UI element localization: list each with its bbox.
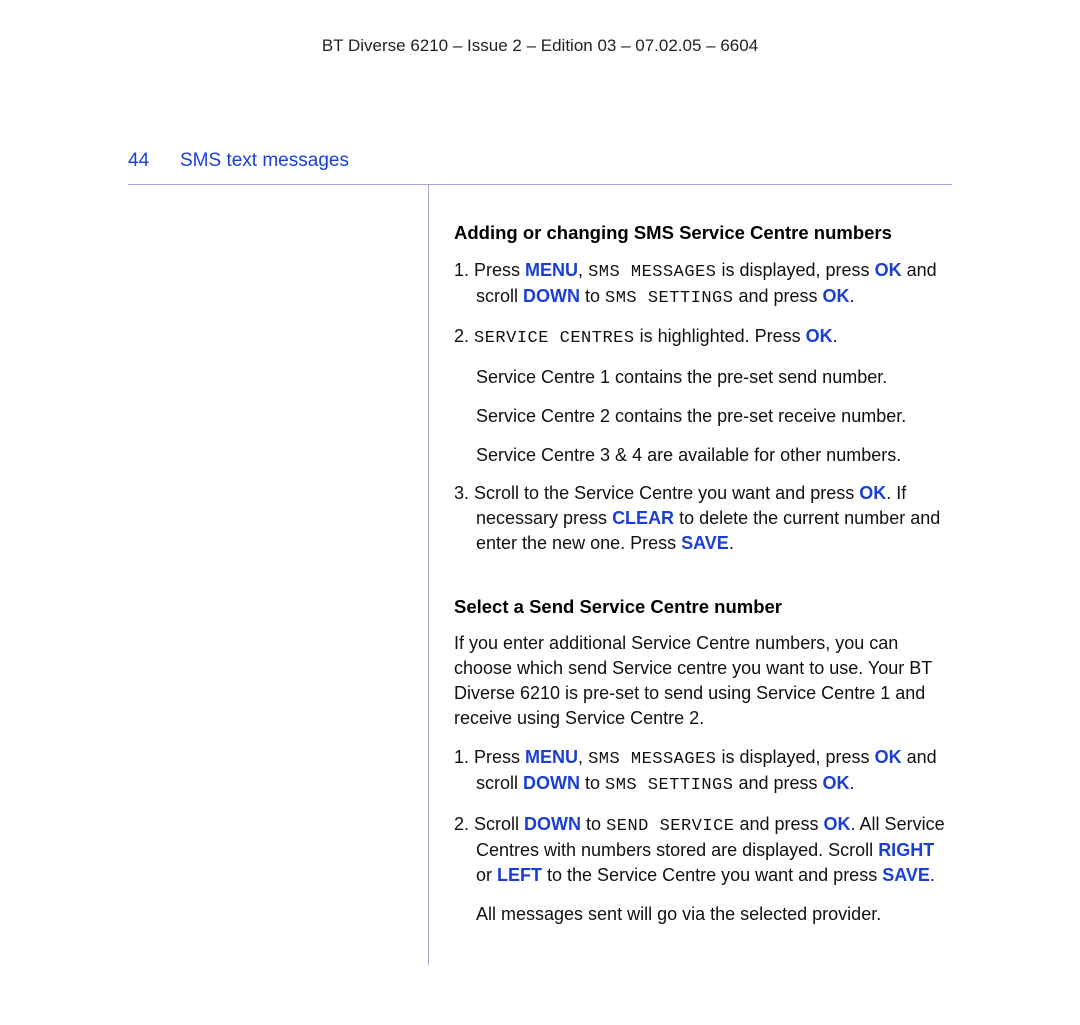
text: .	[850, 773, 855, 793]
down-key: DOWN	[524, 814, 581, 834]
text: .	[833, 326, 838, 346]
text: Scroll	[474, 814, 524, 834]
s1-step3: 3. Scroll to the Service Centre you want…	[454, 481, 952, 555]
ok-key: OK	[806, 326, 833, 346]
step-num: 2.	[454, 326, 469, 346]
menu-key: MENU	[525, 260, 578, 280]
clear-key: CLEAR	[612, 508, 674, 528]
text: Scroll to the Service Centre you want an…	[474, 483, 859, 503]
divider-vertical	[428, 184, 429, 965]
text: to	[580, 773, 605, 793]
ok-key: OK	[875, 260, 902, 280]
s1-step1: 1. Press MENU, SMS MESSAGES is displayed…	[454, 258, 952, 311]
text: is displayed, press	[716, 260, 874, 280]
heading-adding-changing: Adding or changing SMS Service Centre nu…	[454, 220, 952, 246]
ok-key: OK	[823, 286, 850, 306]
s2-outro: All messages sent will go via the select…	[454, 902, 952, 927]
page-number: 44	[128, 150, 149, 172]
text: and press	[734, 814, 823, 834]
s2-intro: If you enter additional Service Centre n…	[454, 631, 952, 730]
down-key: DOWN	[523, 286, 580, 306]
right-key: RIGHT	[878, 840, 934, 860]
step-num: 2.	[454, 814, 469, 834]
step-num: 1.	[454, 747, 469, 767]
s1-line2: Service Centre 2 contains the pre-set re…	[454, 404, 952, 429]
s1-line1: Service Centre 1 contains the pre-set se…	[454, 365, 952, 390]
service-centres-label: SERVICE CENTRES	[474, 329, 635, 348]
text: Press	[474, 260, 525, 280]
text: to the Service Centre you want and press	[542, 865, 882, 885]
text: and press	[733, 773, 822, 793]
menu-key: MENU	[525, 747, 578, 767]
sms-messages-label: SMS MESSAGES	[588, 750, 716, 769]
text: ,	[578, 260, 588, 280]
sms-settings-label: SMS SETTINGS	[605, 776, 733, 795]
divider-horizontal	[128, 184, 952, 185]
sms-messages-label: SMS MESSAGES	[588, 263, 716, 282]
send-service-label: SEND SERVICE	[606, 817, 734, 836]
text: .	[930, 865, 935, 885]
text: to	[580, 286, 605, 306]
ok-key: OK	[823, 773, 850, 793]
ok-key: OK	[875, 747, 902, 767]
s1-step2: 2. SERVICE CENTRES is highlighted. Press…	[454, 324, 952, 350]
s2-step1: 1. Press MENU, SMS MESSAGES is displayed…	[454, 745, 952, 798]
text: to	[581, 814, 606, 834]
section-title: SMS text messages	[180, 150, 349, 172]
text: is highlighted. Press	[635, 326, 806, 346]
s1-line3: Service Centre 3 & 4 are available for o…	[454, 443, 952, 468]
left-key: LEFT	[497, 865, 542, 885]
ok-key: OK	[859, 483, 886, 503]
save-key: SAVE	[882, 865, 930, 885]
text: .	[729, 533, 734, 553]
header-line: BT Diverse 6210 – Issue 2 – Edition 03 –…	[0, 36, 1080, 56]
step-num: 3.	[454, 483, 469, 503]
text: or	[476, 865, 497, 885]
step-num: 1.	[454, 260, 469, 280]
text: is displayed, press	[716, 747, 874, 767]
save-key: SAVE	[681, 533, 729, 553]
text: and press	[733, 286, 822, 306]
s2-step2: 2. Scroll DOWN to SEND SERVICE and press…	[454, 812, 952, 888]
text: .	[850, 286, 855, 306]
content-area: Adding or changing SMS Service Centre nu…	[454, 220, 952, 941]
heading-select-send: Select a Send Service Centre number	[454, 594, 952, 620]
sms-settings-label: SMS SETTINGS	[605, 289, 733, 308]
down-key: DOWN	[523, 773, 580, 793]
text: ,	[578, 747, 588, 767]
ok-key: OK	[824, 814, 851, 834]
text: Press	[474, 747, 525, 767]
